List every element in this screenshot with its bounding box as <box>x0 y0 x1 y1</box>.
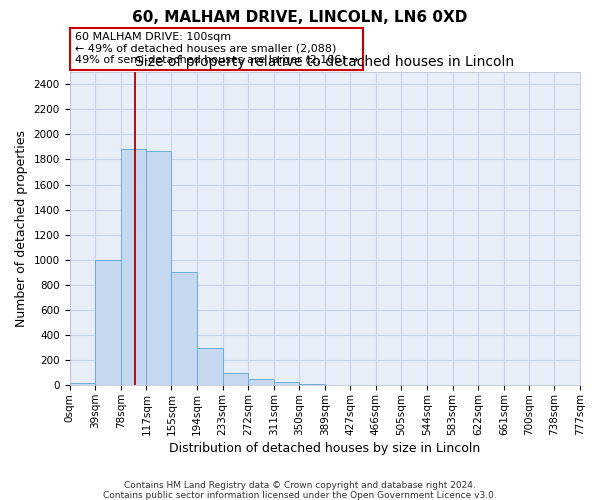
Bar <box>121 150 146 386</box>
Title: Size of property relative to detached houses in Lincoln: Size of property relative to detached ho… <box>135 55 514 69</box>
Bar <box>223 372 248 386</box>
Bar <box>95 260 121 386</box>
Text: Contains HM Land Registry data © Crown copyright and database right 2024.: Contains HM Land Registry data © Crown c… <box>124 480 476 490</box>
Bar <box>146 150 172 386</box>
Bar <box>172 272 197 386</box>
Bar <box>197 348 223 386</box>
Bar <box>70 383 95 386</box>
Bar <box>248 379 274 386</box>
Text: 60, MALHAM DRIVE, LINCOLN, LN6 0XD: 60, MALHAM DRIVE, LINCOLN, LN6 0XD <box>133 10 467 25</box>
Text: 60 MALHAM DRIVE: 100sqm
← 49% of detached houses are smaller (2,088)
49% of semi: 60 MALHAM DRIVE: 100sqm ← 49% of detache… <box>74 32 358 66</box>
Bar <box>299 384 325 386</box>
Y-axis label: Number of detached properties: Number of detached properties <box>15 130 28 327</box>
Text: Contains public sector information licensed under the Open Government Licence v3: Contains public sector information licen… <box>103 490 497 500</box>
Bar <box>274 382 299 386</box>
X-axis label: Distribution of detached houses by size in Lincoln: Distribution of detached houses by size … <box>169 442 481 455</box>
